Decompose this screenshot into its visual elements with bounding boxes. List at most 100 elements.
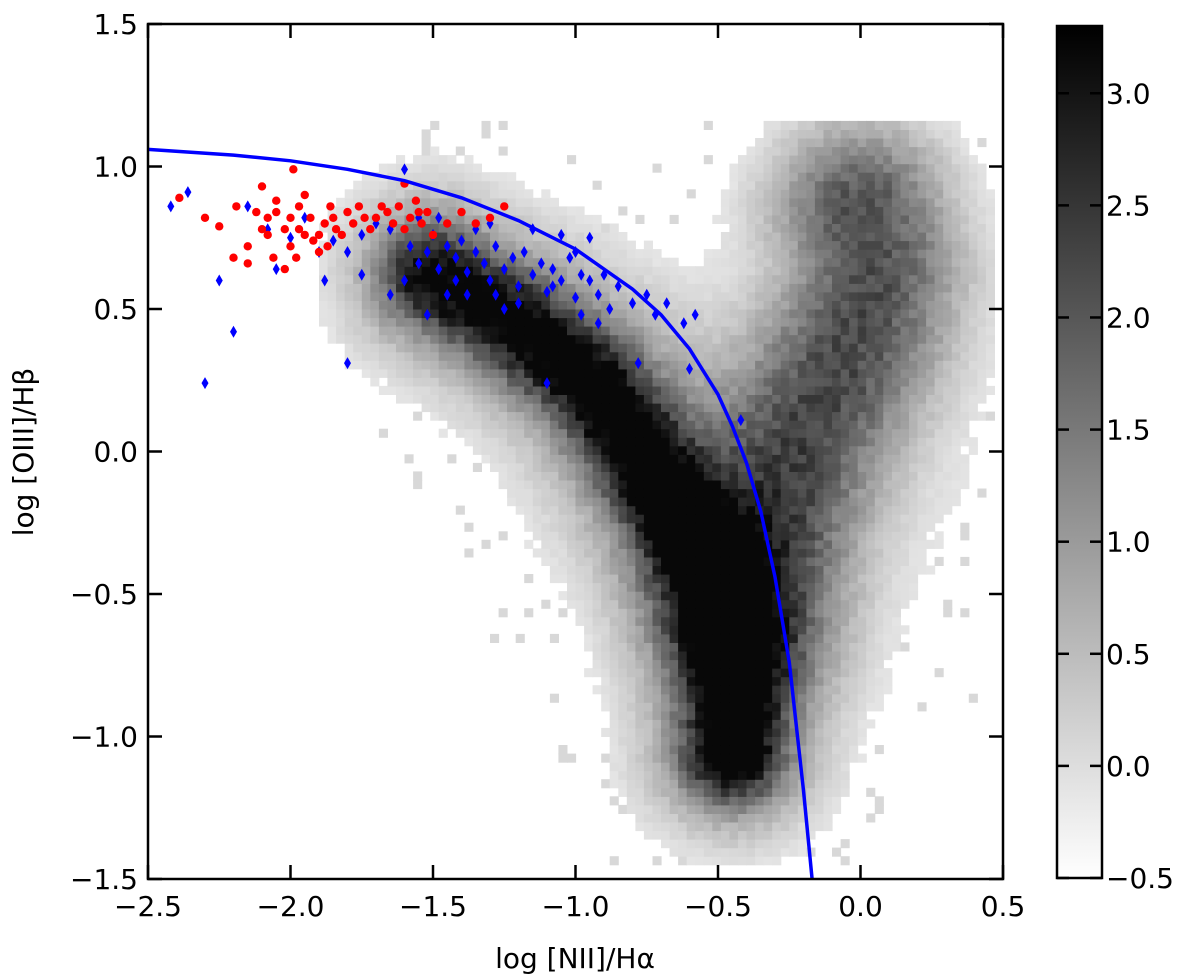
heatmap-cell (823, 343, 833, 353)
heatmap-cell (678, 839, 688, 849)
heatmap-cell (481, 428, 491, 438)
heatmap-cell (584, 214, 594, 224)
heatmap-cell (729, 582, 739, 592)
heatmap-cell (746, 796, 756, 806)
heatmap-cell (968, 223, 978, 233)
heatmap-cell (729, 599, 739, 609)
heatmap-cell (661, 471, 671, 481)
heatmap-cell (891, 411, 901, 421)
heatmap-cell (430, 240, 440, 250)
heatmap-cell (541, 309, 551, 319)
heatmap-cell (823, 428, 833, 438)
heatmap-cell (780, 753, 790, 763)
heatmap-cell (592, 497, 602, 507)
heatmap-cell (498, 283, 508, 293)
heatmap-cell (772, 522, 782, 532)
heatmap-cell (601, 454, 611, 464)
heatmap-cell (584, 394, 594, 404)
heatmap-cell (438, 266, 448, 276)
heatmap-cell (669, 266, 679, 276)
heatmap-cell (567, 317, 577, 327)
heatmap-cell (960, 556, 970, 566)
heatmap-cell (361, 249, 371, 259)
heatmap-cell (797, 514, 807, 524)
heatmap-cell (857, 676, 867, 686)
heatmap-cell (686, 779, 696, 789)
heatmap-cell (832, 232, 842, 242)
heatmap-cell (626, 616, 636, 626)
heatmap-cell (806, 599, 816, 609)
heatmap-cell (626, 556, 636, 566)
heatmap-cell (703, 582, 713, 592)
red-circle-point (320, 219, 329, 228)
heatmap-cell (763, 651, 773, 661)
heatmap-cell (481, 309, 491, 319)
heatmap-cell (549, 420, 559, 430)
heatmap-cell (712, 326, 722, 336)
heatmap-cell (498, 608, 508, 618)
heatmap-cell (532, 240, 542, 250)
heatmap-cell (678, 633, 688, 643)
heatmap-cell (814, 582, 824, 592)
heatmap-cell (720, 822, 730, 832)
heatmap-cell (926, 283, 936, 293)
blue-diamond-point (358, 228, 366, 241)
heatmap-cell (575, 257, 585, 267)
heatmap-cell (832, 522, 842, 532)
heatmap-cell (840, 659, 850, 669)
heatmap-cell (413, 385, 423, 395)
heatmap-cell (849, 616, 859, 626)
heatmap-cell (720, 385, 730, 395)
blue-diamond-point (244, 200, 252, 213)
heatmap-cell (643, 796, 653, 806)
heatmap-cell (413, 326, 423, 336)
heatmap-cell (866, 343, 876, 353)
heatmap-cell (840, 719, 850, 729)
heatmap-cell (652, 437, 662, 447)
heatmap-cell (353, 283, 363, 293)
heatmap-cell (601, 283, 611, 293)
heatmap-cell (746, 702, 756, 712)
heatmap-cell (866, 120, 876, 130)
heatmap-cell (755, 300, 765, 310)
heatmap-cell (515, 214, 525, 224)
heatmap-cell (977, 180, 987, 190)
heatmap-cell (669, 719, 679, 729)
heatmap-cell (772, 138, 782, 148)
heatmap-cell (917, 403, 927, 413)
heatmap-cell (738, 343, 748, 353)
heatmap-cell (806, 685, 816, 695)
heatmap-cell (584, 360, 594, 370)
heatmap-cell (968, 257, 978, 267)
heatmap-cell (413, 360, 423, 370)
heatmap-cell (378, 283, 388, 293)
heatmap-cell (814, 813, 824, 823)
heatmap-cell (490, 403, 500, 413)
heatmap-cell (729, 309, 739, 319)
heatmap-cell (943, 309, 953, 319)
heatmap-cell (823, 274, 833, 284)
heatmap-cell (729, 633, 739, 643)
heatmap-cell (447, 300, 457, 310)
heatmap-cell (738, 847, 748, 857)
heatmap-cell (789, 351, 799, 361)
heatmap-cell (840, 514, 850, 524)
heatmap-cell (524, 232, 534, 242)
heatmap-cell (729, 676, 739, 686)
heatmap-cell (772, 736, 782, 746)
heatmap-cell (643, 591, 653, 601)
heatmap-cell (678, 770, 688, 780)
heatmap-cell (601, 377, 611, 387)
heatmap-cell (575, 214, 585, 224)
heatmap-cell (695, 291, 705, 301)
heatmap-cell (763, 120, 773, 130)
heatmap-cell (430, 274, 440, 284)
heatmap-cell (703, 437, 713, 447)
heatmap-cell (703, 514, 713, 524)
heatmap-cell (866, 582, 876, 592)
heatmap-cell (797, 189, 807, 199)
heatmap-cell (849, 727, 859, 737)
heatmap-cell (763, 514, 773, 524)
heatmap-cell (891, 420, 901, 430)
heatmap-cell (729, 488, 739, 498)
